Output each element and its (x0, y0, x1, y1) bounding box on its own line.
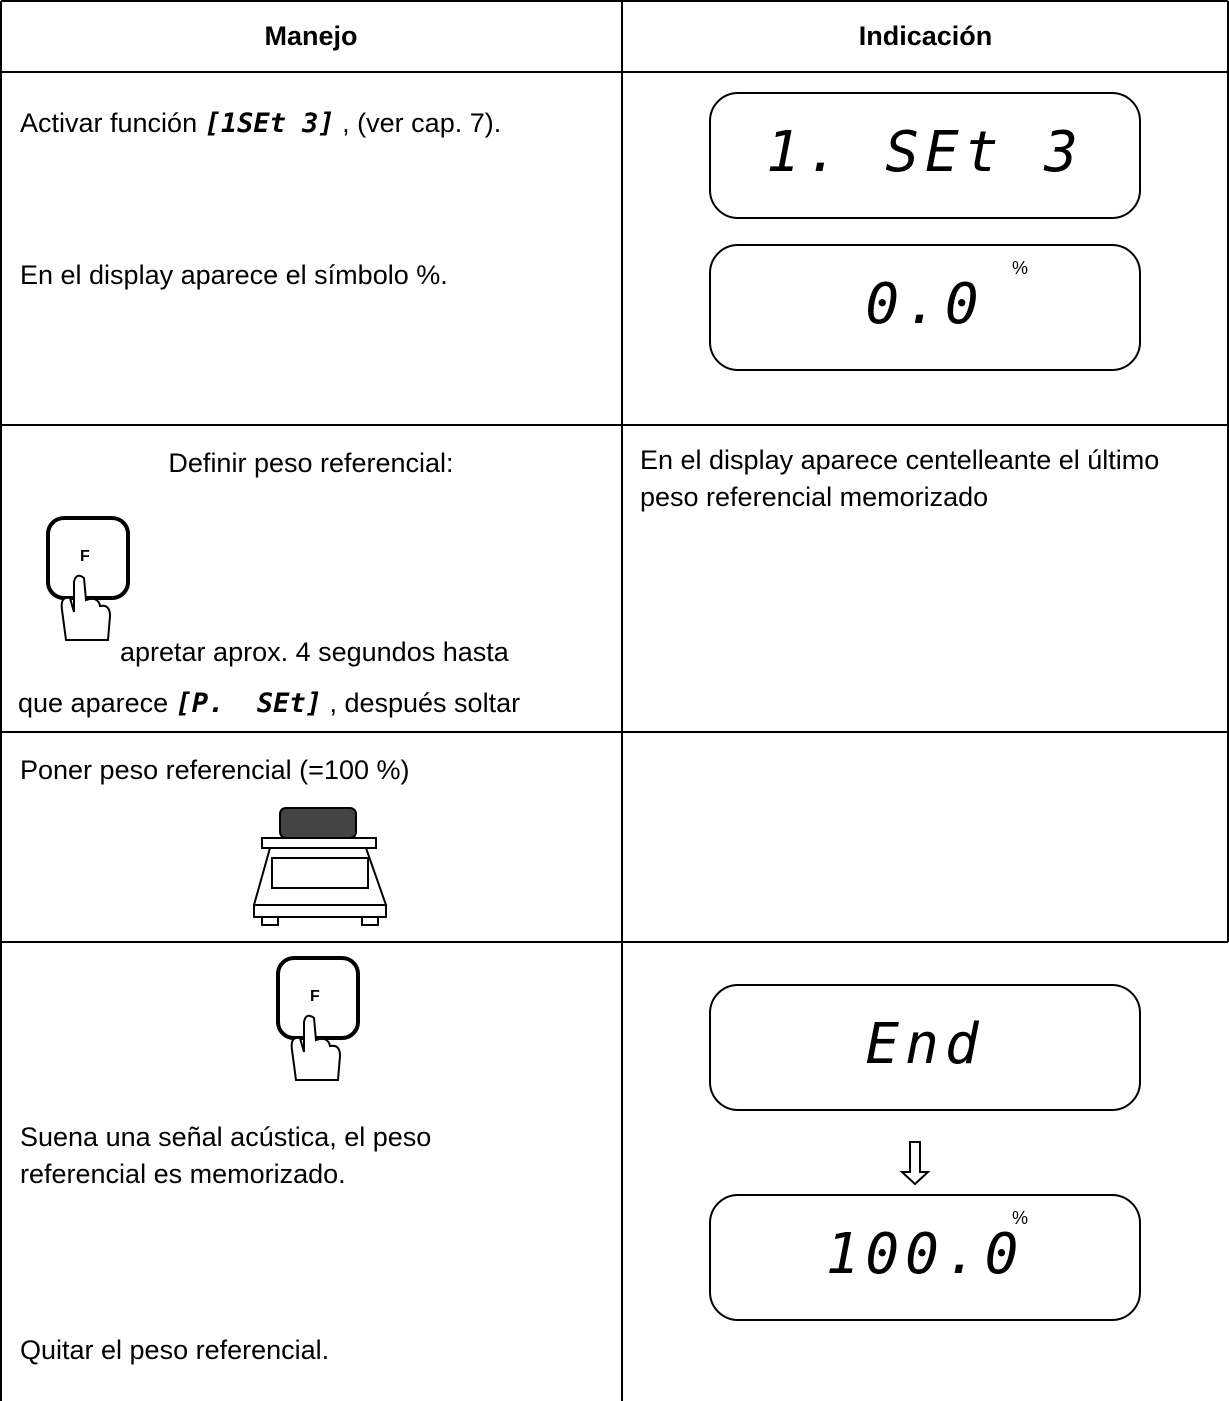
text: Activar función (20, 108, 198, 138)
key-label: F (80, 548, 90, 565)
text: , después soltar (329, 688, 521, 718)
text: Activar función [1SEt 3] , (ver cap. 7). (20, 105, 501, 142)
code: [1SEt 3] (204, 108, 335, 139)
text: En el display aparece centelleante el úl… (640, 445, 1167, 512)
text: En el display aparece el símbolo %. (20, 260, 448, 290)
display: End (865, 1012, 985, 1077)
text: que aparece [P. SEt] , después soltar (18, 685, 520, 722)
header-right: Indicación (858, 21, 993, 51)
text: Suena una señal acústica, el peso refere… (20, 1122, 439, 1189)
display: 100.0 (825, 1222, 1025, 1287)
display: 0.0 (865, 272, 985, 337)
text: apretar aprox. 4 segundos hasta (120, 637, 509, 667)
display: 1. SEt 3 (766, 120, 1084, 185)
text: Poner peso referencial (=100 %) (20, 755, 410, 785)
unit: % (1012, 1208, 1029, 1228)
text: que aparece (18, 688, 169, 718)
text: Quitar el peso referencial. (20, 1335, 330, 1365)
unit: % (1012, 258, 1029, 278)
text: Definir peso referencial: (168, 448, 454, 478)
header-left: Manejo (264, 21, 358, 51)
text: , (ver cap. 7). (342, 108, 502, 138)
key-label: F (310, 988, 320, 1005)
code: [P. SEt] (175, 688, 322, 719)
